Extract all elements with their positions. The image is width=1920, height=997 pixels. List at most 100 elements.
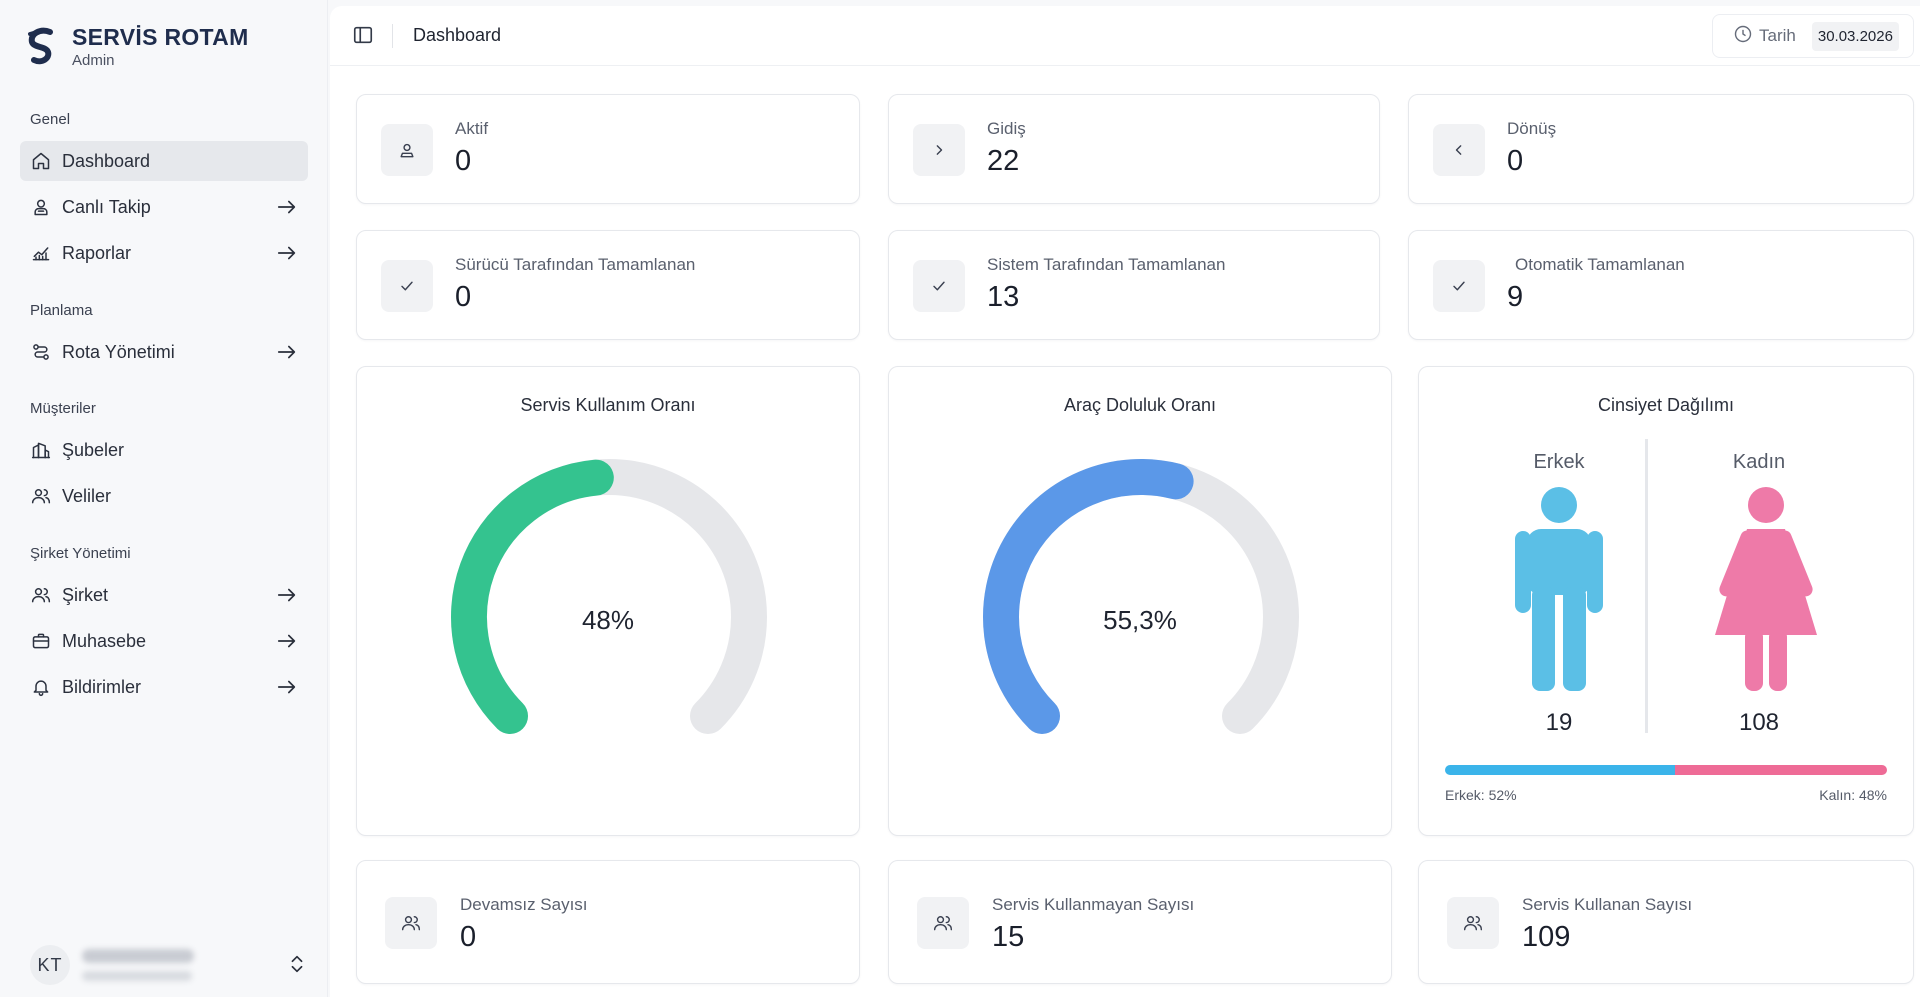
brand[interactable]: SERVİS ROTAM Admin	[26, 24, 249, 69]
bell-icon	[30, 676, 52, 698]
nav-group-title: Müşteriler	[30, 400, 96, 417]
chevron-right-icon	[913, 124, 965, 176]
user-menu[interactable]: KT	[30, 943, 310, 987]
stat-value: 9	[1507, 281, 1524, 313]
divider	[392, 24, 393, 48]
stat-label: Devamsız Sayısı	[460, 895, 588, 914]
brand-name: SERVİS ROTAM	[72, 24, 249, 50]
stat-card-devamsiz: Devamsız Sayısı 0	[356, 860, 860, 984]
sidebar-item-raporlar[interactable]: Raporlar	[20, 233, 308, 273]
male-label: Erkek	[1533, 451, 1585, 473]
sidebar-item-label: Veliler	[62, 485, 112, 506]
male-legend: Erkek: 52%	[1445, 787, 1517, 803]
date-picker[interactable]: Tarih 30.03.2026	[1712, 14, 1914, 58]
route-icon	[30, 341, 52, 363]
stat-value: 13	[987, 281, 1020, 313]
logo-icon	[28, 27, 53, 64]
arrow-right-icon	[276, 584, 298, 606]
nav-group-title: Genel	[30, 111, 71, 128]
sidebar: SERVİS ROTAM Admin Genel Dashboard Canlı…	[0, 0, 328, 997]
sidebar-item-label: Bildirimler	[62, 676, 142, 697]
stat-card-servis-kullanan: Servis Kullanan Sayısı 109	[1418, 860, 1914, 984]
gauge-card-servis-kullanim: Servis Kullanım Oranı 48%	[356, 366, 860, 836]
check-icon	[381, 260, 433, 312]
brand-role: Admin	[72, 52, 115, 69]
nav-group-title: Planlama	[30, 302, 93, 319]
female-count: 108	[1738, 709, 1780, 736]
arrow-right-icon	[276, 630, 298, 652]
sidebar-item-bildirimler[interactable]: Bildirimler	[20, 667, 308, 707]
gauge-fill	[983, 459, 1194, 734]
main-content: Dashboard Tarih 30.03.2026 Aktif 0 Gidiş…	[330, 6, 1920, 997]
stat-card-sistem-tamamlanan: Sistem Tarafından Tamamlanan 13	[888, 230, 1380, 340]
sidebar-item-dashboard[interactable]: Dashboard	[20, 141, 308, 181]
gauge-chart	[451, 459, 767, 734]
users-icon	[30, 485, 52, 507]
female-label: Kadın	[1732, 451, 1786, 473]
sidebar-item-rota-yonetimi[interactable]: Rota Yönetimi	[20, 332, 308, 372]
check-icon	[913, 260, 965, 312]
briefcase-icon	[30, 630, 52, 652]
divider	[1645, 439, 1648, 733]
sidebar-item-label: Raporlar	[62, 242, 132, 263]
stat-label: Sistem Tarafından Tamamlanan	[987, 255, 1226, 274]
clock-icon	[1733, 24, 1753, 49]
sidebar-item-muhasebe[interactable]: Muhasebe	[20, 621, 308, 661]
stat-value: 22	[987, 145, 1020, 177]
arrow-right-icon	[276, 676, 298, 698]
stat-label: Sürücü Tarafından Tamamlanan	[455, 255, 696, 274]
stat-card-donus: Dönüş 0	[1408, 94, 1914, 204]
gender-distribution-card: Cinsiyet Dağılımı Erkek Kadın 19 108 Erk…	[1418, 366, 1914, 836]
gender-ratio-bar	[1445, 765, 1887, 775]
arrow-right-icon	[276, 196, 298, 218]
sidebar-item-label: Canlı Takip	[62, 196, 151, 217]
topbar: Dashboard Tarih 30.03.2026	[330, 6, 1920, 66]
user-pin-icon	[30, 196, 52, 218]
stat-value: 109	[1522, 921, 1571, 953]
sidebar-item-label: Şubeler	[62, 439, 125, 460]
gauge-chart	[983, 459, 1299, 734]
gauge-fill	[451, 459, 614, 734]
arrow-right-icon	[276, 341, 298, 363]
page-title: Dashboard	[413, 25, 502, 45]
chevrons-up-down-icon[interactable]	[286, 953, 310, 977]
stat-label: Dönüş	[1507, 119, 1557, 138]
female-legend: Kalın: 48%	[1819, 787, 1887, 803]
stat-card-servis-kullanmayan: Servis Kullanmayan Sayısı 15	[888, 860, 1392, 984]
gauge-value: 48%	[581, 605, 635, 635]
users-icon	[385, 897, 437, 949]
sidebar-item-label: Muhasebe	[62, 630, 147, 651]
users-icon	[1447, 897, 1499, 949]
stat-label: Aktif	[455, 119, 489, 138]
stat-card-aktif: Aktif 0	[356, 94, 860, 204]
stat-label: Otomatik Tamamlanan	[1515, 255, 1685, 274]
sidebar-item-subeler[interactable]: Şubeler	[20, 430, 308, 470]
sidebar-item-sirket[interactable]: Şirket	[20, 575, 308, 615]
date-label: Tarih	[1759, 26, 1796, 45]
buildings-icon	[30, 439, 52, 461]
check-icon	[1433, 260, 1485, 312]
home-icon	[30, 150, 52, 172]
sidebar-item-label: Dashboard	[62, 150, 151, 171]
stat-value: 15	[992, 921, 1025, 953]
stat-card-surucu-tamamlanan: Sürücü Tarafından Tamamlanan 0	[356, 230, 860, 340]
sidebar-item-canli-takip[interactable]: Canlı Takip	[20, 187, 308, 227]
stat-label: Gidiş	[987, 119, 1026, 138]
stat-label: Servis Kullanan Sayısı	[1522, 895, 1693, 914]
stat-card-otomatik-tamamlanan: Otomatik Tamamlanan 9	[1408, 230, 1914, 340]
date-value[interactable]: 30.03.2026	[1811, 21, 1899, 51]
stat-value: 0	[455, 281, 472, 313]
sidebar-toggle-icon[interactable]	[352, 24, 376, 48]
gauge-value: 55,3%	[1103, 605, 1177, 635]
sidebar-item-label: Şirket	[62, 584, 109, 605]
user-info-redacted	[82, 949, 194, 981]
female-ratio-segment	[1674, 765, 1887, 775]
stat-value: 0	[460, 921, 477, 953]
sidebar-item-veliler[interactable]: Veliler	[20, 476, 308, 516]
stat-value: 0	[455, 145, 472, 177]
chart-title: Araç Doluluk Oranı	[1063, 395, 1217, 415]
stat-card-gidis: Gidiş 22	[888, 94, 1380, 204]
chart-title: Servis Kullanım Oranı	[520, 395, 696, 415]
sidebar-item-label: Rota Yönetimi	[62, 341, 175, 362]
arrow-right-icon	[276, 242, 298, 264]
